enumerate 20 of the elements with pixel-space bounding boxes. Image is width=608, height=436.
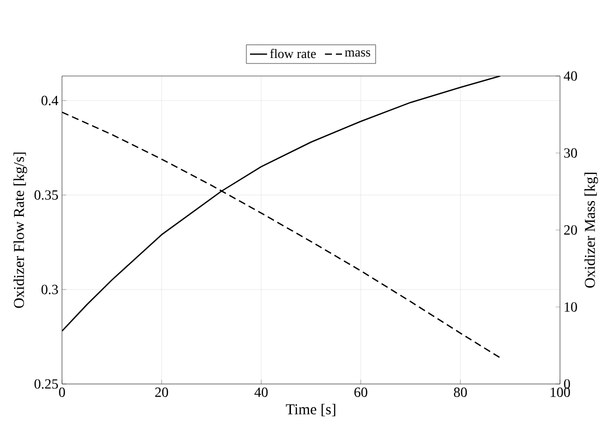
x-tick-label: 20 <box>155 388 168 397</box>
y-tick-label: 0.4 <box>42 96 58 106</box>
y2-tick-label: 10 <box>564 302 577 312</box>
y-axis-title: Oxidizer Flow Rate [kg/s] <box>13 152 28 308</box>
x-tick-label: 40 <box>254 388 268 397</box>
x-tick-label: 60 <box>354 388 368 397</box>
y2-tick-label: 30 <box>564 148 577 158</box>
legend-label: mass <box>344 50 370 57</box>
y-tick-label: 0.35 <box>34 190 58 200</box>
x-tick-label: 100 <box>550 388 570 397</box>
y2-tick-label: 20 <box>564 225 577 235</box>
y2-tick-label: 40 <box>564 71 577 81</box>
y-tick-label: 0.25 <box>34 379 58 389</box>
x-axis-title: Time [s] <box>286 404 336 416</box>
legend-label: flow rate <box>270 48 316 58</box>
x-tick-label: 80 <box>454 388 467 397</box>
y2-tick-label: 0 <box>564 379 570 389</box>
y2-axis-title: Oxidizer Mass [kg] <box>584 172 598 288</box>
x-tick-label: 0 <box>59 388 65 397</box>
y-tick-label: 0.3 <box>42 284 58 294</box>
